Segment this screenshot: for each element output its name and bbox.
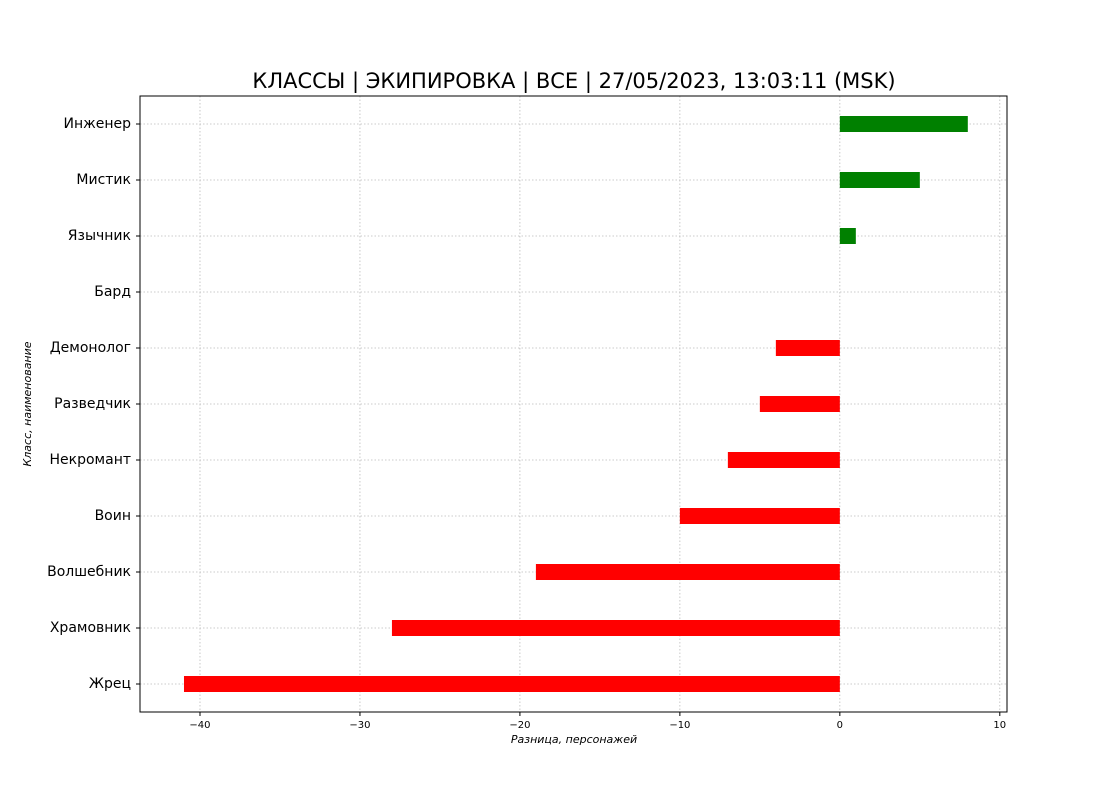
y-tick-label: Волшебник	[47, 564, 131, 580]
x-tick-label: −10	[669, 720, 690, 731]
bar	[839, 172, 920, 188]
bar	[775, 340, 840, 356]
bar	[535, 564, 840, 580]
y-tick-label: Жрец	[89, 676, 131, 692]
bar	[391, 620, 840, 636]
y-tick-label: Язычник	[68, 228, 131, 244]
y-tick-label: Демонолог	[50, 340, 131, 356]
y-tick-label: Бард	[94, 284, 131, 300]
y-tick-label: Храмовник	[50, 620, 131, 636]
x-tick-label: −40	[189, 720, 210, 731]
bar	[727, 452, 840, 468]
bar	[183, 676, 840, 692]
bar	[839, 228, 856, 244]
x-tick-label: 10	[993, 720, 1006, 731]
bar	[839, 116, 968, 132]
y-tick-label: Разведчик	[54, 396, 131, 412]
y-tick-label: Некромант	[50, 452, 132, 468]
bar	[679, 508, 840, 524]
bar	[759, 396, 840, 412]
y-tick-label: Инженер	[63, 116, 131, 132]
x-tick-label: −20	[509, 720, 530, 731]
y-axis-label: Класс, наименование	[21, 341, 34, 466]
x-tick-label: −30	[349, 720, 370, 731]
y-tick-label: Воин	[95, 508, 131, 524]
x-axis-label: Разница, персонажей	[511, 733, 637, 746]
chart-title: КЛАССЫ | ЭКИПИРОВКА | ВСЕ | 27/05/2023, …	[252, 69, 895, 94]
x-tick-label: 0	[837, 720, 843, 731]
y-tick-label: Мистик	[76, 172, 131, 188]
plot-frame	[139, 95, 1008, 713]
